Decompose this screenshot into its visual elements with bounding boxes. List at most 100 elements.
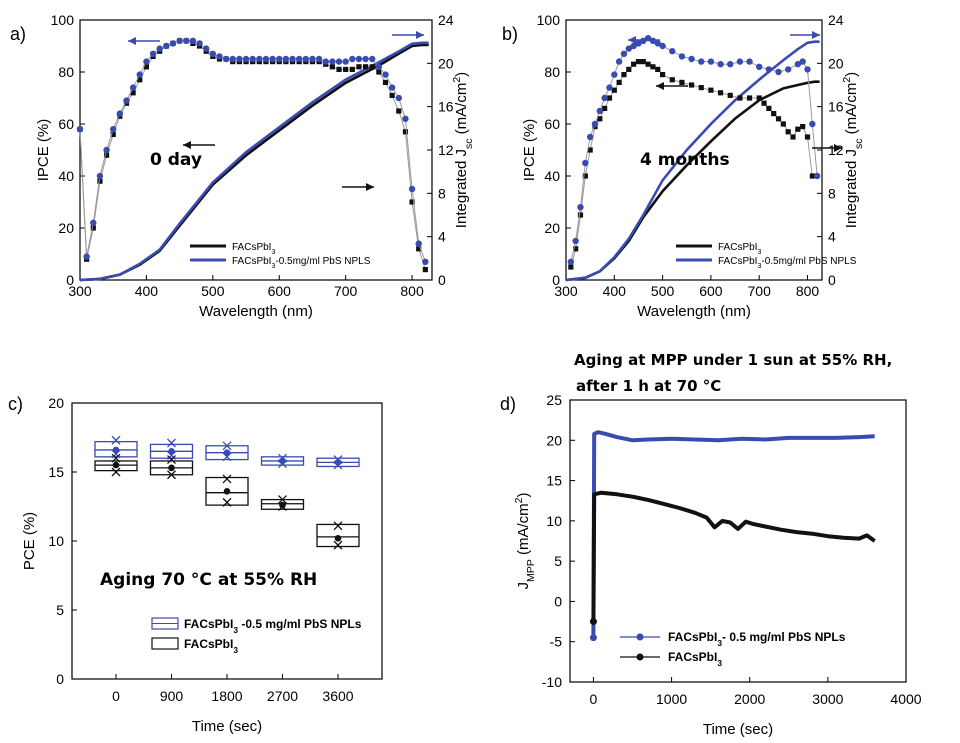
legend-label-part: 3	[717, 658, 722, 668]
data-point-square	[597, 116, 603, 122]
data-point-square	[362, 64, 369, 70]
chart-subtitle: after 1 h at 70 °C	[576, 377, 721, 395]
data-point-circle	[129, 84, 137, 91]
legend-marker-black	[636, 653, 644, 661]
data-point-circle	[249, 55, 256, 63]
data-point-circle	[596, 107, 604, 115]
y2-tick-label: 20	[828, 55, 844, 71]
box-extreme-marker	[167, 470, 176, 480]
legend-label: FACsPbI3-0.5mg/ml PbS NPLS	[232, 256, 371, 270]
x-tick-label: 1800	[211, 688, 242, 704]
y2-tick-label: 16	[828, 99, 844, 115]
box-extreme-marker	[222, 497, 232, 507]
data-point-square	[635, 59, 642, 65]
data-point-circle	[382, 71, 389, 78]
legend-label-part: 3	[271, 249, 275, 256]
data-point-square	[587, 147, 593, 153]
data-point-square	[795, 126, 801, 132]
y-axis-label-part: 2	[513, 497, 525, 503]
legend-label-part: -0.5mg/ml PbS NPLS	[275, 256, 370, 267]
legend-label-part: FACsPbI	[184, 617, 233, 631]
arrow-head	[834, 144, 842, 152]
data-point-square	[349, 66, 355, 72]
data-point-square	[621, 72, 627, 78]
arrow-head	[812, 31, 820, 39]
data-point-circle	[322, 58, 329, 65]
y-tick-label: 20	[544, 220, 560, 236]
data-point-square	[369, 64, 375, 70]
data-point-square	[130, 90, 136, 96]
data-point-circle	[169, 40, 177, 47]
data-point-square	[336, 66, 342, 72]
data-point-circle	[589, 634, 597, 642]
legend-label-part: FACsPbI	[718, 242, 757, 253]
data-point-circle	[582, 159, 589, 167]
data-point-circle	[395, 94, 402, 102]
x-tick-label: 500	[201, 283, 225, 299]
y2-tick-label: 24	[438, 12, 454, 28]
data-point-square	[761, 100, 767, 106]
x-tick-label: 3600	[322, 688, 353, 704]
y2-tick-label: 4	[828, 229, 836, 245]
y-axis-label-part: (mA/cm	[515, 503, 532, 559]
data-point-square	[409, 199, 415, 205]
data-point-circle	[116, 110, 124, 117]
data-point-square	[103, 152, 110, 158]
x-tick-label: 300	[68, 283, 92, 299]
data-point-circle	[256, 55, 263, 63]
series-jsc-blue	[79, 41, 429, 282]
data-point-circle	[799, 58, 806, 65]
data-point-square	[329, 64, 335, 70]
data-point-circle	[586, 133, 594, 141]
y-tick-label: 5	[554, 553, 562, 569]
box-mean-marker	[223, 488, 231, 495]
y2-axis-label: Integrated Jsc (mA/cm2)	[451, 72, 475, 228]
data-point-square	[376, 69, 382, 75]
data-point-square	[717, 90, 724, 96]
data-point-circle	[688, 55, 695, 63]
data-point-circle	[659, 42, 666, 50]
data-point-circle	[388, 84, 396, 91]
x-tick-label: 400	[603, 283, 627, 299]
data-point-square	[402, 129, 409, 135]
y-tick-label: 80	[58, 64, 74, 80]
legend-label-part: 3	[757, 249, 761, 256]
box-extreme-marker	[111, 467, 121, 477]
legend-label-part: FACsPbI	[232, 242, 271, 253]
data-point-square	[766, 105, 772, 111]
arrow-head	[366, 183, 374, 191]
annotation-text: Aging 70 °C at 55% RH	[100, 570, 317, 590]
x-tick-label: 800	[796, 283, 820, 299]
y-tick-label: -5	[550, 634, 563, 650]
data-point-circle	[216, 53, 223, 60]
panel-a: a) 300 400 500 600 700 800 0 20 40 60 80 100 0 4 8 12 16 2…	[10, 12, 475, 320]
chart-title: Aging at MPP under 1 sun at 55% RH,	[574, 351, 892, 369]
data-point-square	[688, 82, 695, 88]
data-point-circle	[736, 58, 744, 65]
legend-label-part: FACsPbI	[184, 637, 233, 651]
data-point-circle	[222, 55, 230, 63]
legend-label: FACsPbI3	[668, 650, 722, 668]
y-axis-label-part: J	[515, 582, 532, 590]
data-point-circle	[727, 60, 734, 68]
y-tick-label: 60	[58, 116, 74, 132]
data-point-circle	[209, 50, 217, 57]
legend-marker-blue	[636, 633, 644, 641]
box-mean-marker	[112, 461, 120, 469]
box-extreme-marker	[167, 438, 176, 448]
data-point-circle	[678, 53, 686, 60]
y2-axis-label-part: sc	[463, 138, 475, 149]
panel-label: c)	[8, 394, 23, 414]
y-tick-label: 15	[546, 473, 562, 489]
box-extreme-marker	[333, 521, 343, 531]
data-point-square	[568, 264, 574, 270]
y2-tick-label: 0	[438, 272, 446, 288]
x-tick-label: 0	[590, 691, 598, 707]
data-point-square	[422, 267, 428, 273]
data-point-square	[573, 246, 579, 252]
x-tick-label: 2000	[734, 691, 765, 707]
data-point-circle	[189, 37, 197, 44]
data-point-square	[396, 108, 402, 114]
box	[205, 476, 249, 506]
data-point-circle	[143, 58, 150, 65]
